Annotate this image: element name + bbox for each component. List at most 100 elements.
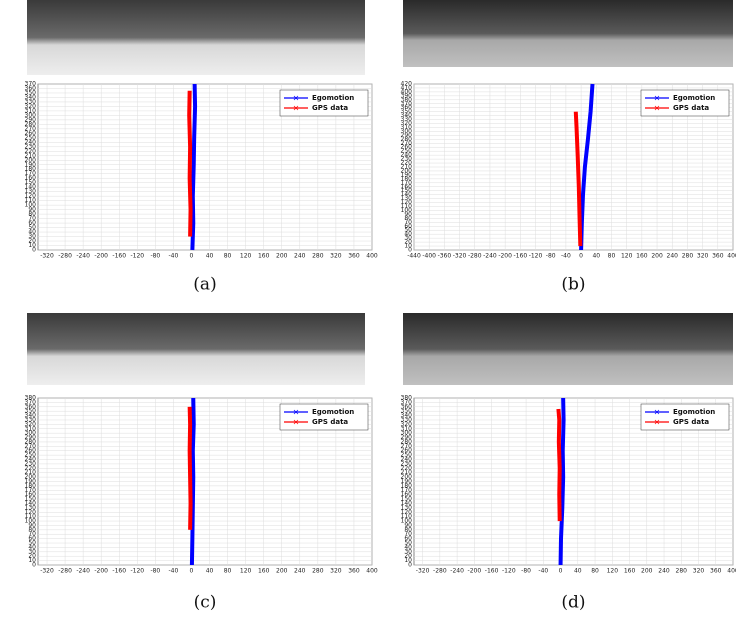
y-tick-label: 180 [401,482,413,489]
x-tick-label: -120 [130,253,144,260]
y-tick-label: 70 [404,219,412,226]
y-tick-label: 90 [404,211,412,218]
y-tick-label: 30 [404,548,412,555]
y-tick-label: 230 [401,460,413,467]
y-tick-label: 170 [25,170,37,177]
y-tick-label: 100 [401,518,413,525]
y-tick-label: 170 [401,487,413,494]
trajectory [573,111,583,247]
trajectory [190,83,198,251]
y-tick-label: 210 [25,469,37,476]
x-tick-label: -320 [453,253,467,260]
y-tick-label: 120 [401,199,413,206]
x-tick-label: 80 [591,568,599,575]
x-tick-label: -160 [485,568,499,575]
y-tick-label: 10 [28,557,36,564]
y-tick-label: 0 [32,562,36,569]
x-tick-label: -80 [150,253,160,260]
y-tick-label: 130 [401,504,413,511]
x-tick-label: -40 [168,568,178,575]
y-tick-label: 260 [401,144,413,151]
x-tick-label: -160 [112,568,126,575]
x-tick-label: 280 [312,568,324,575]
x-tick-label: 200 [641,568,653,575]
x-tick-label: 400 [727,568,736,575]
x-tick-label: 320 [697,253,709,260]
x-tick-label: -80 [521,568,531,575]
y-tick-label: 140 [25,184,37,191]
y-tick-label: 420 [401,81,413,88]
x-tick-label: 200 [276,568,288,575]
legend [279,403,369,431]
legend [640,89,730,117]
x-tick-label: 0 [579,253,583,260]
x-tick-label: -240 [450,568,464,575]
y-tick-label: 360 [25,403,37,410]
y-tick-label: 30 [404,235,412,242]
y-tick-label: 310 [25,425,37,432]
x-tick-label: 160 [258,253,270,260]
x-tick-label: 160 [636,253,648,260]
caption: (d) [561,593,585,613]
y-tick-label: 80 [28,526,36,533]
y-tick-label: 60 [404,535,412,542]
y-tick-label: 20 [404,239,412,246]
y-tick-label: 230 [401,156,413,163]
x-tick-label: 120 [240,253,252,260]
y-tick-label: 200 [401,167,413,174]
y-tick-label: 280 [25,438,37,445]
y-tick-label: 270 [25,443,37,450]
photo [27,313,365,385]
x-tick-label: 360 [712,253,724,260]
x-tick-label: -160 [112,253,126,260]
y-tick-label: 340 [401,112,413,119]
x-tick-label: -240 [483,253,497,260]
x-tick-label: -400 [422,253,436,260]
y-tick-label: 100 [25,202,37,209]
y-tick-label: 0 [408,562,412,569]
y-tick-label: 300 [401,430,413,437]
x-tick-label: 200 [276,253,288,260]
y-tick-label: 80 [404,526,412,533]
y-tick-label: 190 [25,161,37,168]
x-tick-label: 320 [330,253,342,260]
x-tick-label: 280 [312,253,324,260]
trajectory [187,406,193,530]
trajectory [189,397,196,566]
y-tick-label: 250 [25,134,37,141]
y-tick-label: 380 [401,96,413,103]
y-tick-label: 210 [401,469,413,476]
x-tick-label: -200 [94,253,108,260]
y-tick-label: 60 [28,535,36,542]
x-tick-label: 320 [693,568,705,575]
y-tick-label: 50 [28,224,36,231]
y-tick-label: 240 [25,456,37,463]
y-tick-label: 240 [401,152,413,159]
y-tick-label: 370 [25,81,37,88]
y-tick-label: 340 [25,412,37,419]
y-tick-label: 50 [404,227,412,234]
y-tick-label: 340 [401,412,413,419]
y-tick-label: 40 [404,231,412,238]
y-tick-label: 230 [25,460,37,467]
y-tick-label: 310 [401,124,413,131]
legend-marker: × [654,104,661,113]
legend-marker: × [293,94,300,103]
y-tick-label: 220 [25,465,37,472]
y-tick-label: 40 [28,229,36,236]
x-tick-label: -280 [433,568,447,575]
x-tick-label: -280 [58,568,72,575]
x-tick-label: 400 [366,253,378,260]
y-tick-label: 360 [25,85,37,92]
x-tick-label: -200 [498,253,512,260]
x-tick-label: 40 [206,253,214,260]
caption: (a) [193,275,216,295]
x-tick-label: -80 [546,253,556,260]
legend-label: Egomotion [673,94,715,102]
y-tick-label: 350 [401,408,413,415]
y-tick-label: 160 [401,183,413,190]
y-tick-label: 320 [401,120,413,127]
y-tick-label: 160 [25,491,37,498]
legend-label: Egomotion [312,408,354,416]
